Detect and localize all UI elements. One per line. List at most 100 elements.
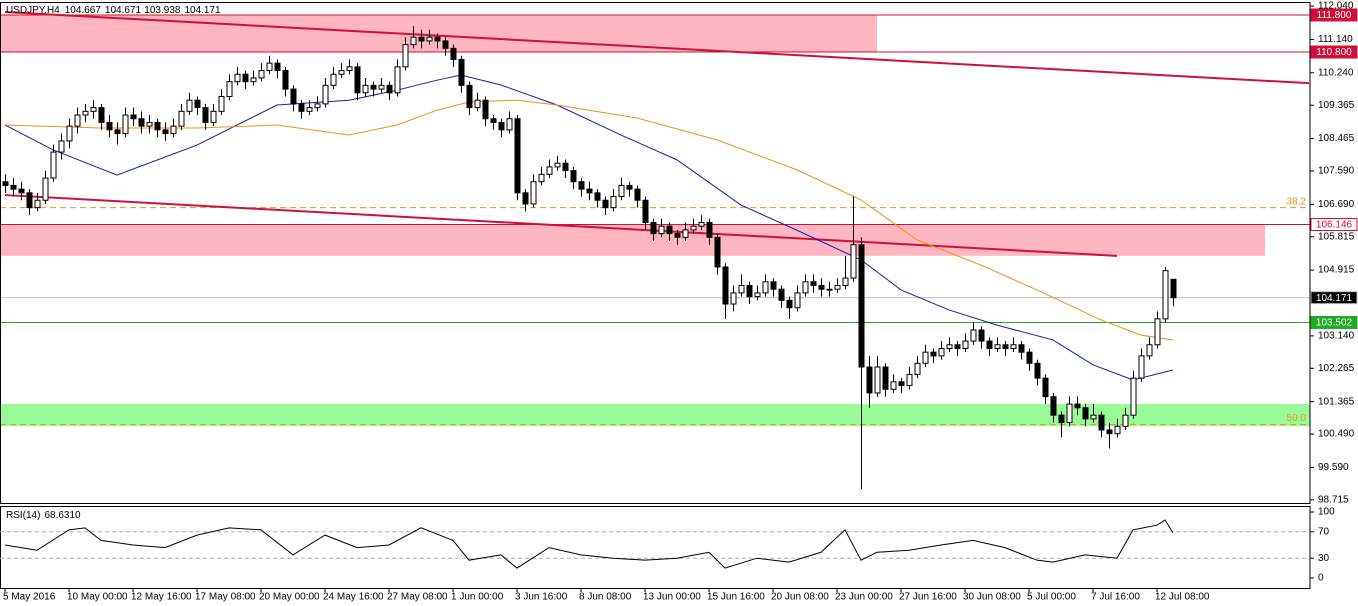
candle-body [554, 162, 561, 168]
candle-body [42, 177, 49, 201]
candle-body [762, 281, 769, 294]
candle-body [994, 344, 1001, 349]
candle-body [226, 81, 233, 97]
rsi-tick-label: 0 [1318, 573, 1324, 584]
candle-body [562, 162, 569, 172]
candle-body [778, 288, 785, 301]
y-tick-label: 110.240 [1318, 67, 1354, 78]
x-tick-label: 23 Jun 00:00 [835, 592, 893, 603]
candle-body [970, 329, 977, 342]
y-tick-label: 105.815 [1318, 231, 1355, 242]
candle-body [898, 381, 905, 387]
x-tick-label: 17 May 08:00 [195, 592, 256, 603]
level-label: 106.146 [1316, 220, 1353, 231]
rsi-line [4, 519, 1174, 569]
candle-body [1090, 414, 1097, 420]
zone [0, 14, 877, 53]
x-tick-label: 20 May 00:00 [259, 592, 320, 603]
candle-body [362, 84, 369, 94]
candle-body [690, 225, 697, 231]
candle-body [282, 70, 289, 90]
candle-body [1138, 355, 1145, 379]
candle-body [378, 84, 385, 90]
candle-body [522, 192, 529, 205]
candle-body [66, 125, 73, 142]
level-label: 110.800 [1316, 47, 1352, 58]
candle-body [314, 103, 321, 109]
level-box [1310, 315, 1358, 329]
candle-body [818, 284, 825, 290]
candle-body [426, 36, 433, 42]
candle-body [386, 84, 393, 94]
candle-body [138, 118, 145, 127]
rsi-value: 68.6310 [44, 510, 81, 521]
x-tick-label: 3 Jun 16:00 [515, 592, 568, 603]
candle-body [306, 107, 313, 112]
candle-body [474, 99, 481, 109]
x-tick-label: 27 Jun 16:00 [899, 592, 957, 603]
y-tick-label: 104.915 [1318, 265, 1355, 276]
x-tick-label: 7 Jul 16:00 [1091, 592, 1140, 603]
candle-body [330, 73, 337, 86]
candle-body [546, 166, 553, 175]
candle-body [410, 36, 417, 46]
candle-body [274, 62, 281, 72]
candle-body [1106, 429, 1113, 435]
level-label: 103.502 [1316, 318, 1353, 329]
candle-body [538, 173, 545, 183]
x-tick-label: 20 Jun 08:00 [771, 592, 829, 603]
x-tick-label: 1 Jun 00:00 [451, 592, 504, 603]
candle-body [842, 277, 849, 286]
candle-body [610, 196, 617, 209]
candle-body [930, 351, 937, 357]
y-tick-label: 111.140 [1318, 34, 1353, 45]
candle-body [90, 107, 97, 112]
x-tick-label: 8 Jun 08:00 [579, 592, 632, 603]
rsi-tick-label: 100 [1318, 507, 1335, 518]
fib-label: 38.2 [1287, 196, 1307, 207]
candle-body [266, 62, 273, 72]
x-tick-label: 24 May 16:00 [323, 592, 384, 603]
x-tick-label: 5 Jul 00:00 [1027, 592, 1076, 603]
y-tick-label: 103.140 [1318, 331, 1355, 342]
candle-body [786, 299, 793, 309]
level-box [1310, 8, 1358, 22]
candle-body [394, 66, 401, 94]
candle-body [514, 118, 521, 194]
y-tick-label: 108.465 [1318, 133, 1355, 144]
candle-body [1026, 351, 1033, 364]
price-frame [0, 2, 1311, 504]
candle-body [706, 221, 713, 238]
open: 104.667 [65, 5, 102, 16]
candle-body [202, 107, 209, 123]
candle-body [146, 121, 153, 127]
candle-body [698, 221, 705, 227]
fib-label: 50.0 [1287, 413, 1307, 424]
candle-body [130, 114, 137, 120]
candle-body [1130, 377, 1137, 416]
level-label: 104.171 [1316, 293, 1353, 304]
candle-body [1034, 362, 1041, 379]
symbol: USDJPY,H4 [6, 5, 60, 16]
candle-body [322, 84, 329, 105]
candle-body [114, 129, 121, 135]
candle-body [770, 281, 777, 290]
candle-body [626, 184, 633, 190]
x-tick-label: 30 Jun 08:00 [963, 592, 1021, 603]
candle-body [1162, 270, 1169, 320]
level-box [1310, 217, 1358, 231]
candle-body [1154, 318, 1161, 346]
candle-body [506, 118, 513, 131]
candle-body [642, 199, 649, 223]
candle-body [738, 284, 745, 294]
candle-body [858, 244, 865, 368]
candle-body [370, 84, 377, 90]
candle-body [874, 366, 881, 394]
x-tick-label: 10 May 00:00 [67, 592, 128, 603]
candle-body [106, 121, 113, 131]
x-tick-label: 12 Jul 08:00 [1155, 592, 1210, 603]
candle-body [1146, 344, 1153, 357]
candle-body [450, 47, 457, 60]
candle-body [722, 266, 729, 305]
